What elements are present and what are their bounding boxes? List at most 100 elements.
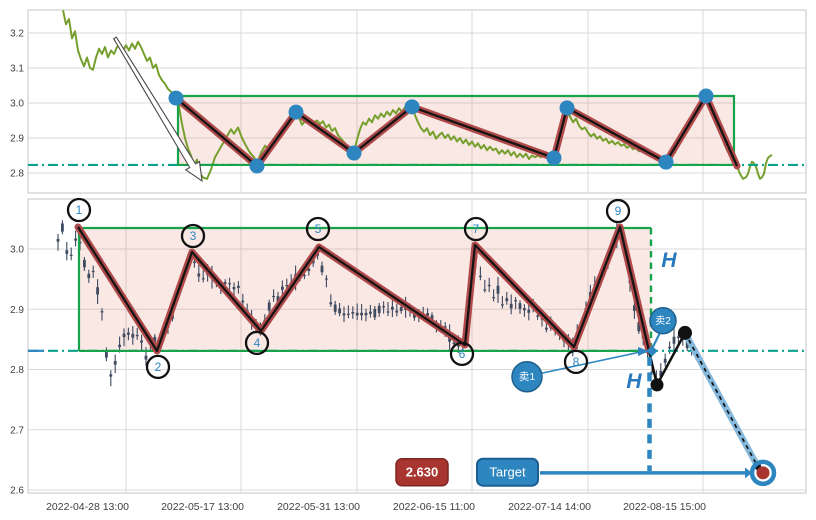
candle-body	[360, 312, 363, 316]
candle-body	[386, 311, 390, 313]
candle-body	[329, 302, 333, 305]
candle-body	[391, 306, 394, 310]
pivot-dot	[404, 99, 420, 115]
candle-body	[527, 309, 531, 313]
candle-body	[342, 313, 346, 316]
candle-body	[153, 336, 157, 342]
y-tick-label: 2.7	[10, 425, 24, 436]
pivot-dot	[559, 100, 575, 116]
pivot-number-circle	[180, 223, 206, 249]
candle-body	[677, 336, 680, 338]
candle-body	[487, 284, 491, 287]
y-tick-label: 3.0	[10, 245, 24, 256]
candle-body	[413, 313, 416, 318]
candle-body	[672, 336, 676, 344]
pivot-dot	[288, 104, 304, 120]
pivot-number-badge-6: 6	[449, 341, 475, 367]
target-arrowhead-icon	[745, 467, 752, 479]
pivot-number-label: 4	[254, 336, 261, 350]
candle-body	[276, 296, 280, 303]
pivot-number-circle	[605, 198, 631, 224]
zigzag-core	[175, 94, 739, 168]
pivot-number-badge-2: 2	[145, 354, 171, 380]
pivot-number-circle	[145, 354, 171, 380]
pivot-number-label: 2	[155, 360, 162, 374]
candle-body	[122, 333, 126, 337]
zigzag-core	[77, 225, 651, 353]
pivot-number-label: 9	[615, 204, 622, 218]
candle-body	[144, 355, 148, 360]
pivot-number-circle	[449, 341, 475, 367]
candle-body	[285, 284, 289, 287]
candle-body	[325, 278, 328, 280]
candle-body	[479, 275, 482, 277]
pivot-number-circle	[563, 349, 589, 374]
detail-candle-panel: 卖1 卖2 H H 2.630 Target 1 2 3 4 5 6 7 8 9 2022-04-28 13:…	[10, 197, 807, 513]
candle-body	[351, 311, 355, 314]
pivot-dot	[168, 90, 184, 106]
candle-body	[307, 268, 311, 272]
pivot-dot	[346, 145, 362, 161]
candle-body	[87, 273, 91, 279]
pivot-number-circle	[244, 330, 270, 356]
projection-line-dash	[684, 332, 760, 470]
candle-body	[303, 274, 306, 277]
candle-body	[668, 346, 671, 349]
channel-box-edges	[176, 94, 736, 165]
x-tick-label: 2022-05-17 13:00	[161, 501, 244, 513]
candle-body	[355, 312, 359, 316]
candle-body	[395, 310, 399, 313]
candle-body	[426, 313, 429, 316]
candle-body	[113, 361, 117, 365]
candle-body	[492, 297, 495, 299]
candle-body	[443, 326, 447, 328]
target-price-badge-label: 2.630	[406, 465, 439, 480]
candle-body	[373, 308, 377, 318]
candle-body	[201, 278, 205, 280]
candle-body	[131, 333, 135, 338]
candle-body	[377, 305, 381, 314]
candle-body	[228, 283, 231, 285]
candle-body	[118, 344, 121, 348]
pivot-number-label: 1	[76, 203, 83, 217]
candle-body	[193, 261, 196, 264]
candle-body	[659, 370, 663, 377]
retest-line	[655, 332, 687, 386]
candle-body	[382, 306, 385, 308]
y-tick-label: 3.1	[10, 64, 24, 75]
target-badge	[476, 457, 539, 487]
pivot-number-badge-5: 5	[305, 216, 331, 242]
candle-body	[223, 282, 227, 284]
candle-body	[509, 303, 513, 309]
gridlines	[28, 10, 806, 193]
pivot-number-label: 3	[190, 229, 197, 243]
candle-body	[109, 374, 113, 377]
candle-body	[56, 238, 60, 242]
candle-body	[347, 313, 350, 315]
x-tick-label: 2022-06-15 11:00	[393, 501, 475, 513]
height-h-label: H	[626, 370, 642, 393]
candle-body	[501, 304, 504, 306]
candle-body	[523, 308, 526, 311]
candle-body	[61, 223, 64, 232]
candle-body	[663, 358, 667, 363]
sell1-badge	[511, 360, 543, 393]
candle-body	[272, 295, 275, 298]
candle-body	[514, 300, 517, 302]
candle-body	[197, 273, 201, 277]
sell2-stem-line	[652, 332, 661, 348]
candle-body	[91, 270, 95, 273]
candle-body	[430, 315, 434, 320]
target-point-ring	[749, 459, 777, 487]
candle-body	[140, 340, 143, 343]
candle-body	[633, 305, 636, 311]
pivot-number-label: 6	[459, 347, 466, 361]
pivot-number-badge-8: 8	[563, 349, 589, 374]
candle-body	[637, 322, 641, 332]
candle-body	[241, 300, 245, 303]
pivot-number-badge-9: 9	[605, 198, 631, 224]
candle-body	[338, 308, 341, 314]
candle-body	[483, 289, 487, 291]
x-tick-label: 2022-08-15 15:00	[623, 501, 706, 513]
x-tick-label: 2022-05-31 13:00	[277, 501, 360, 513]
